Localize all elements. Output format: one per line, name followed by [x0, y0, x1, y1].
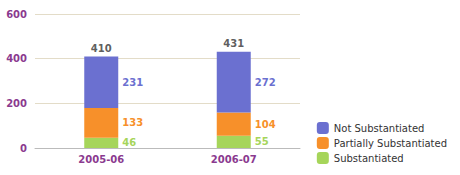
svg-text:2005-06: 2005-06	[78, 154, 124, 165]
svg-text:Substantiated: Substantiated	[334, 153, 404, 164]
svg-text:Partially Substantiated: Partially Substantiated	[334, 138, 447, 149]
svg-text:200: 200	[6, 98, 27, 109]
svg-text:133: 133	[122, 117, 143, 128]
svg-text:400: 400	[6, 53, 27, 64]
svg-text:600: 600	[6, 9, 27, 20]
svg-text:104: 104	[255, 119, 276, 130]
svg-text:Not Substantiated: Not Substantiated	[334, 123, 425, 134]
svg-text:0: 0	[20, 143, 27, 154]
svg-text:410: 410	[91, 43, 112, 54]
svg-text:431: 431	[223, 38, 244, 49]
svg-text:55: 55	[255, 136, 269, 147]
svg-text:46: 46	[122, 137, 136, 148]
svg-text:231: 231	[122, 77, 143, 88]
svg-text:272: 272	[255, 77, 276, 88]
svg-text:2006-07: 2006-07	[211, 154, 257, 165]
